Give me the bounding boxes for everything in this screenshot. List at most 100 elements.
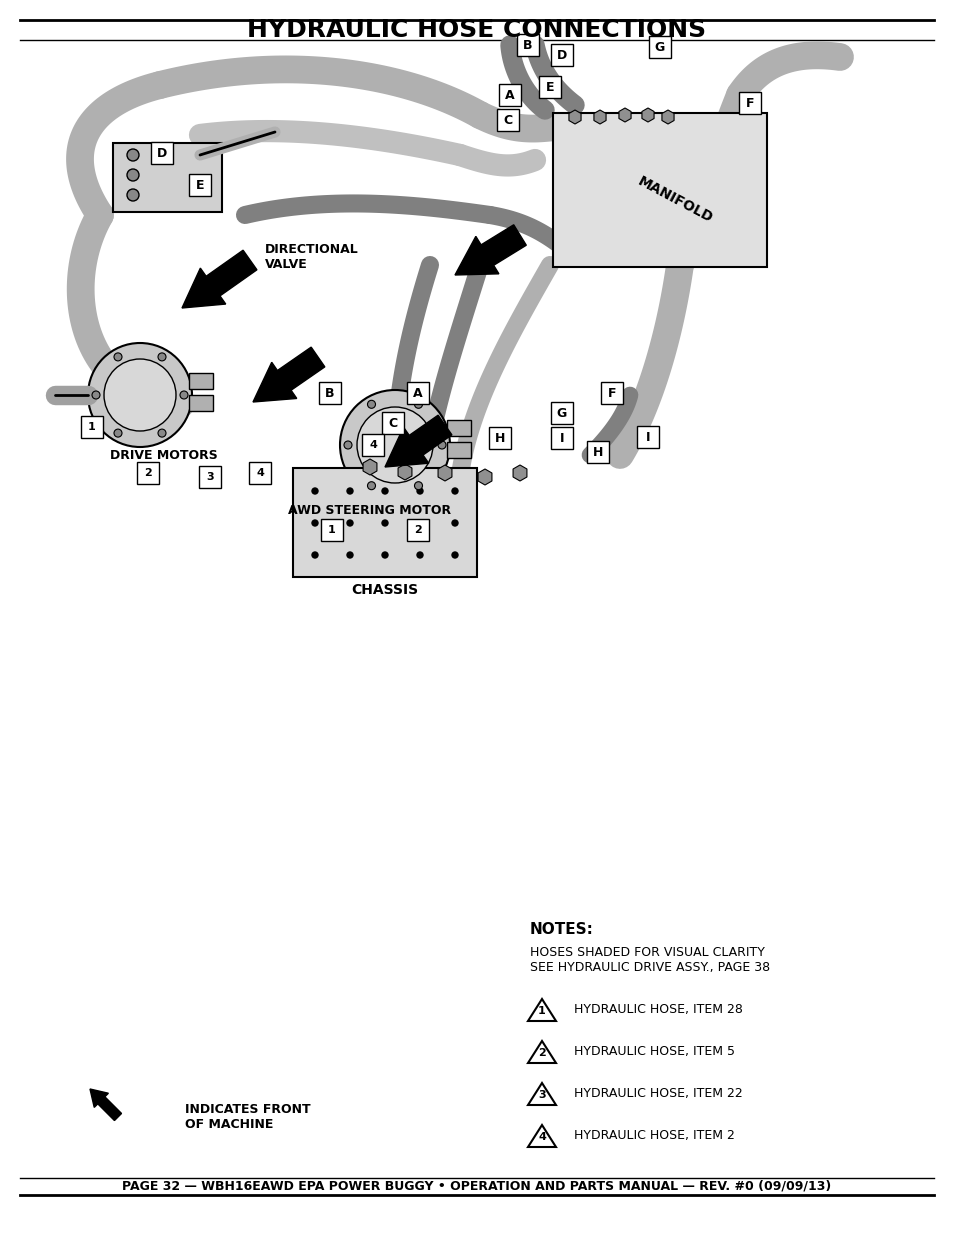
Text: DRIVE MOTORS: DRIVE MOTORS: [110, 448, 217, 462]
Circle shape: [367, 400, 375, 409]
Circle shape: [452, 552, 457, 558]
Text: C: C: [388, 416, 397, 430]
Text: C: C: [503, 114, 512, 126]
Circle shape: [414, 400, 422, 409]
Circle shape: [104, 359, 175, 431]
Text: E: E: [195, 179, 204, 191]
Circle shape: [452, 520, 457, 526]
Polygon shape: [618, 107, 630, 122]
FancyBboxPatch shape: [189, 174, 211, 196]
Text: INDICATES FRONT
OF MACHINE: INDICATES FRONT OF MACHINE: [185, 1103, 311, 1131]
Polygon shape: [437, 466, 452, 480]
FancyBboxPatch shape: [112, 143, 222, 212]
FancyBboxPatch shape: [551, 427, 573, 450]
Circle shape: [158, 429, 166, 437]
Circle shape: [127, 149, 139, 161]
Text: HYDRAULIC HOSE, ITEM 5: HYDRAULIC HOSE, ITEM 5: [574, 1046, 734, 1058]
FancyBboxPatch shape: [361, 433, 384, 456]
FancyBboxPatch shape: [739, 91, 760, 114]
FancyBboxPatch shape: [538, 77, 560, 98]
Polygon shape: [527, 1083, 556, 1105]
FancyBboxPatch shape: [81, 416, 103, 438]
Text: 4: 4: [369, 440, 376, 450]
Polygon shape: [661, 110, 674, 124]
Polygon shape: [568, 110, 580, 124]
Text: PAGE 32 — WBH16EAWD EPA POWER BUGGY • OPERATION AND PARTS MANUAL — REV. #0 (09/0: PAGE 32 — WBH16EAWD EPA POWER BUGGY • OP…: [122, 1179, 831, 1193]
Circle shape: [339, 390, 450, 500]
FancyArrow shape: [385, 415, 452, 467]
Text: HYDRAULIC HOSE, ITEM 28: HYDRAULIC HOSE, ITEM 28: [574, 1004, 742, 1016]
FancyBboxPatch shape: [498, 84, 520, 106]
FancyBboxPatch shape: [551, 44, 573, 65]
Text: A: A: [505, 89, 515, 101]
FancyBboxPatch shape: [293, 468, 476, 577]
Circle shape: [437, 441, 446, 450]
Circle shape: [356, 408, 433, 483]
Text: G: G: [557, 406, 566, 420]
Text: I: I: [645, 431, 650, 443]
FancyBboxPatch shape: [151, 142, 172, 164]
Text: 3: 3: [206, 472, 213, 482]
Polygon shape: [641, 107, 654, 122]
Circle shape: [452, 488, 457, 494]
Text: 3: 3: [537, 1091, 545, 1100]
Text: G: G: [654, 41, 664, 53]
Circle shape: [344, 441, 352, 450]
FancyArrow shape: [90, 1089, 121, 1120]
Circle shape: [91, 391, 100, 399]
Circle shape: [416, 552, 422, 558]
Polygon shape: [527, 1041, 556, 1063]
Text: 4: 4: [537, 1132, 545, 1142]
Text: A: A: [413, 387, 422, 399]
Circle shape: [414, 482, 422, 490]
Polygon shape: [527, 999, 556, 1021]
Text: H: H: [495, 431, 505, 445]
FancyBboxPatch shape: [637, 426, 659, 448]
Text: 2: 2: [414, 525, 421, 535]
Circle shape: [347, 520, 353, 526]
FancyBboxPatch shape: [447, 442, 471, 458]
Text: NOTES:: NOTES:: [530, 923, 594, 937]
FancyArrow shape: [253, 347, 324, 403]
FancyBboxPatch shape: [320, 519, 343, 541]
Circle shape: [127, 169, 139, 182]
Circle shape: [88, 343, 192, 447]
FancyArrow shape: [182, 251, 256, 308]
Circle shape: [416, 520, 422, 526]
FancyBboxPatch shape: [318, 382, 340, 404]
FancyBboxPatch shape: [497, 109, 518, 131]
Circle shape: [158, 353, 166, 361]
Circle shape: [381, 520, 388, 526]
Text: F: F: [745, 96, 754, 110]
Text: 2: 2: [144, 468, 152, 478]
Circle shape: [347, 552, 353, 558]
FancyBboxPatch shape: [553, 112, 766, 267]
FancyBboxPatch shape: [517, 35, 538, 56]
Text: 1: 1: [88, 422, 95, 432]
Text: H: H: [592, 446, 602, 458]
Circle shape: [416, 488, 422, 494]
FancyArrow shape: [455, 225, 526, 275]
Text: 1: 1: [537, 1007, 545, 1016]
Text: SEE HYDRAULIC DRIVE ASSY., PAGE 38: SEE HYDRAULIC DRIVE ASSY., PAGE 38: [530, 962, 769, 974]
Circle shape: [113, 429, 122, 437]
Text: I: I: [559, 431, 563, 445]
Text: 4: 4: [255, 468, 264, 478]
Text: F: F: [607, 387, 616, 399]
FancyBboxPatch shape: [249, 462, 271, 484]
Text: HYDRAULIC HOSE, ITEM 2: HYDRAULIC HOSE, ITEM 2: [574, 1130, 734, 1142]
Text: CHASSIS: CHASSIS: [351, 583, 418, 597]
Circle shape: [127, 189, 139, 201]
Polygon shape: [513, 466, 526, 480]
FancyBboxPatch shape: [447, 420, 471, 436]
FancyBboxPatch shape: [407, 519, 429, 541]
FancyBboxPatch shape: [586, 441, 608, 463]
Text: B: B: [325, 387, 335, 399]
FancyBboxPatch shape: [648, 36, 670, 58]
Circle shape: [312, 552, 317, 558]
Circle shape: [113, 353, 122, 361]
Circle shape: [312, 520, 317, 526]
FancyBboxPatch shape: [381, 412, 403, 433]
Circle shape: [347, 488, 353, 494]
FancyBboxPatch shape: [189, 373, 213, 389]
